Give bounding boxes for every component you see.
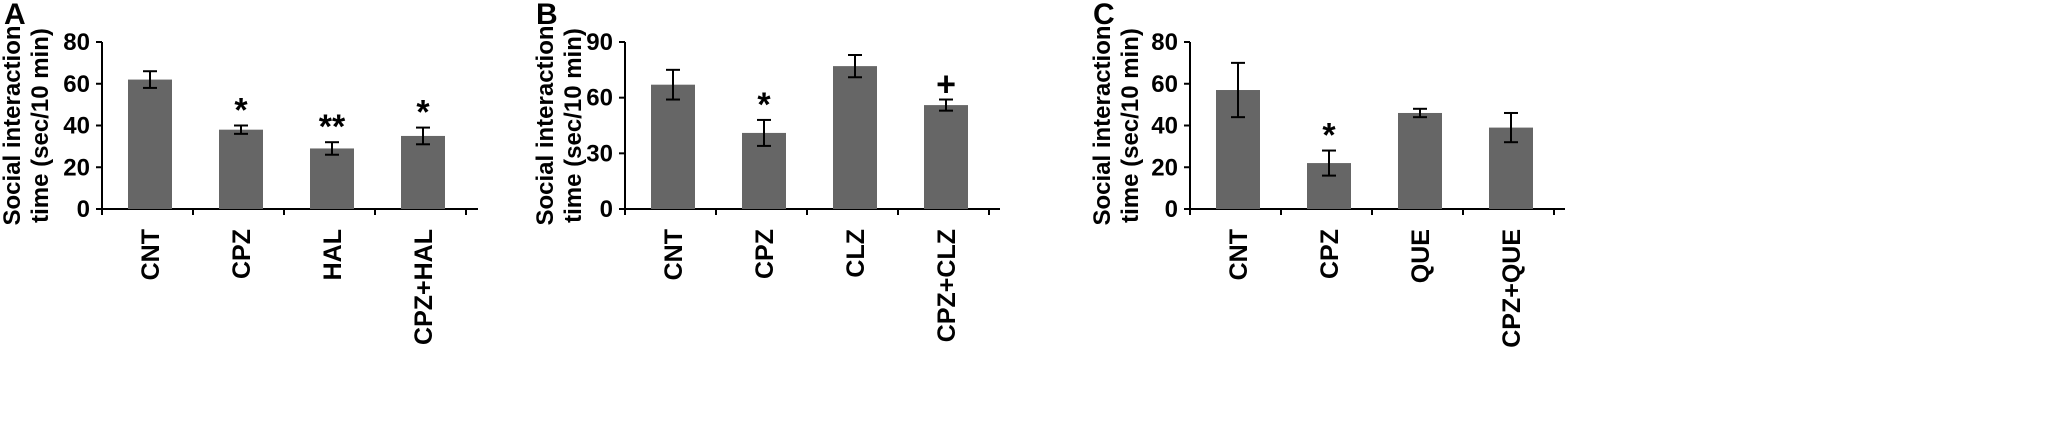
y-axis-label-line1: Social interaction <box>532 25 559 225</box>
significance-marker: * <box>234 92 248 130</box>
x-category-label: CPZ+QUE <box>1498 229 1526 348</box>
bar-clz <box>833 66 877 209</box>
y-axis-label: Social interactiontime (sec/10 min) <box>0 25 54 225</box>
y-tick-label: 20 <box>63 154 90 181</box>
bar-cnt <box>651 84 695 209</box>
significance-marker: ** <box>319 108 346 146</box>
y-tick-label: 80 <box>63 29 90 56</box>
bar-cpz <box>219 129 263 209</box>
x-category-label: CNT <box>137 229 165 280</box>
bar-cnt <box>128 79 172 209</box>
x-category-label: CPZ <box>1316 229 1344 279</box>
y-axis-label-line1: Social interaction <box>1089 25 1116 225</box>
x-category-label: CPZ <box>751 229 779 279</box>
y-tick-label: 60 <box>1151 71 1178 98</box>
x-category-label: CPZ+HAL <box>410 229 438 345</box>
bar-cpz-clz <box>924 105 968 209</box>
y-axis-label-line2: time (sec/10 min) <box>27 28 54 223</box>
significance-marker: * <box>1322 117 1336 155</box>
y-tick-label: 60 <box>586 85 613 112</box>
x-category-label: CNT <box>1225 229 1253 280</box>
y-tick-label: 40 <box>63 113 90 140</box>
y-tick-label: 90 <box>586 29 613 56</box>
panel-letter: C <box>1093 0 1115 31</box>
x-category-label: CPZ+CLZ <box>933 229 961 342</box>
y-tick-label: 0 <box>77 196 90 223</box>
significance-marker: * <box>757 86 771 124</box>
y-tick-label: 60 <box>63 71 90 98</box>
panel-letter: A <box>4 0 26 31</box>
y-tick-label: 0 <box>1165 196 1178 223</box>
y-axis-label-line2: time (sec/10 min) <box>1117 28 1144 223</box>
x-category-label: CNT <box>660 229 688 280</box>
x-category-label: CPZ <box>228 229 256 279</box>
y-tick-label: 0 <box>600 196 613 223</box>
y-axis-label: Social interactiontime (sec/10 min) <box>532 25 587 225</box>
significance-marker: * <box>416 94 430 132</box>
bar-hal <box>310 148 354 209</box>
bar-que <box>1398 112 1442 209</box>
x-category-label: HAL <box>319 229 347 280</box>
y-tick-label: 30 <box>586 140 613 167</box>
y-axis-label-line1: Social interaction <box>0 25 26 225</box>
panel-letter: B <box>536 0 558 31</box>
y-tick-label: 40 <box>1151 113 1178 140</box>
y-axis-label: Social interactiontime (sec/10 min) <box>1089 25 1144 225</box>
y-axis-label-line2: time (sec/10 min) <box>560 28 587 223</box>
y-tick-label: 80 <box>1151 29 1178 56</box>
y-tick-label: 20 <box>1151 154 1178 181</box>
bar-cpz-hal <box>401 135 445 209</box>
x-category-label: CLZ <box>842 229 870 278</box>
x-category-label: QUE <box>1407 229 1435 283</box>
significance-marker: + <box>936 66 956 104</box>
